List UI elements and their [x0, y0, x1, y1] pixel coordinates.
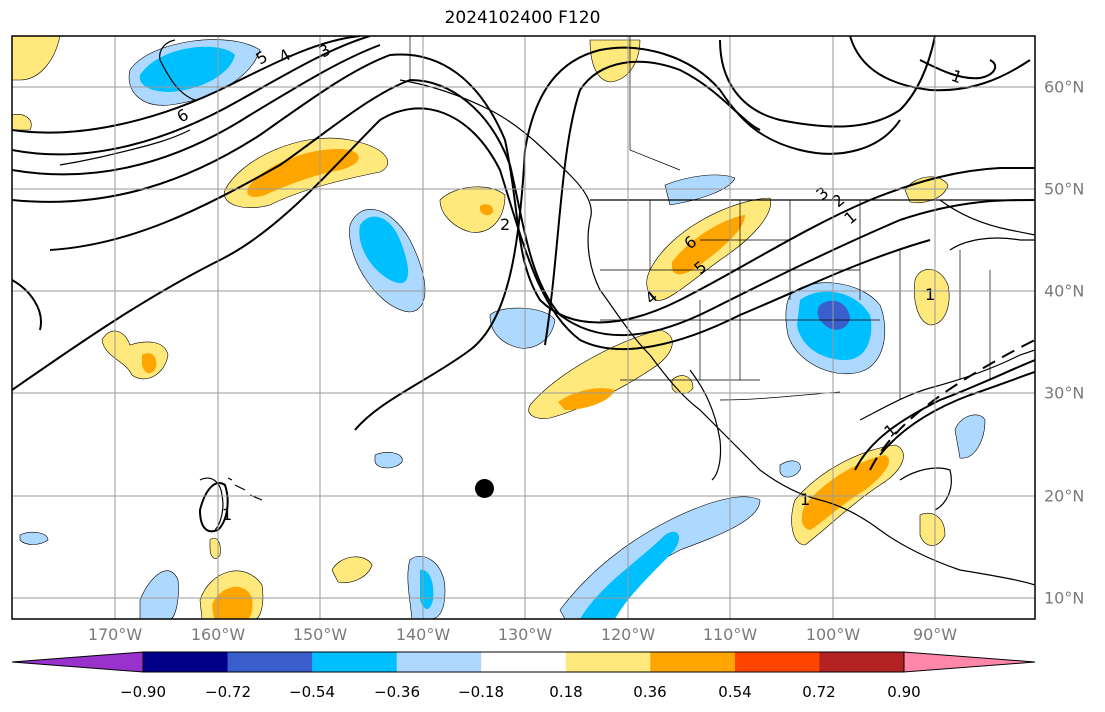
- lat-label: 30°N: [1044, 383, 1085, 403]
- colorbar-tick-label: −0.36: [374, 683, 420, 701]
- positive-anomaly-region: [247, 149, 359, 197]
- colorbar-segment: [481, 652, 567, 672]
- contour-label: 1: [925, 285, 935, 304]
- negative-anomaly-region: [580, 531, 680, 619]
- colorbar-tick-label: −0.72: [205, 683, 251, 701]
- positive-anomaly-region: [671, 215, 745, 275]
- colorbar-tick-label: −0.18: [458, 683, 504, 701]
- positive-anomaly-region: [558, 388, 615, 410]
- colorbar-tick-label: 0.54: [718, 683, 752, 701]
- colorbar-segment: [650, 652, 736, 672]
- positive-anomaly-region: [331, 556, 373, 583]
- colorbar-segments: [12, 652, 1035, 672]
- colorbar-segment: [12, 652, 143, 672]
- negative-anomaly-region: [817, 300, 850, 330]
- negative-anomaly-region: [374, 452, 403, 469]
- map-panel: 6 5 4 3 2 1 6 5 4 3 2 1 1 1 1 1: [11, 35, 1036, 620]
- lon-label: 90°W: [912, 625, 958, 644]
- lon-label: 170°W: [87, 625, 143, 644]
- colorbar-segment: [819, 652, 905, 672]
- positive-anomaly-region: [212, 586, 253, 619]
- contour-label: 1: [800, 490, 810, 509]
- map-frame: [11, 35, 1036, 620]
- colorbar-segment: [312, 652, 398, 672]
- negative-anomaly-region: [664, 174, 736, 206]
- positive-anomaly-region: [142, 353, 157, 374]
- negative-anomaly-region: [19, 531, 49, 545]
- negative-anomaly-region: [489, 307, 556, 349]
- lat-label: 40°N: [1044, 281, 1085, 301]
- lon-label: 140°W: [395, 625, 451, 644]
- positive-anomaly-region: [913, 269, 950, 326]
- positive-anomaly-region: [919, 512, 946, 546]
- colorbar: [11, 651, 1036, 673]
- positive-anomaly-region: [480, 204, 494, 216]
- contour-label: 1: [222, 505, 232, 524]
- anomaly-shading: [12, 36, 986, 619]
- lat-label: 60°N: [1044, 77, 1085, 97]
- lon-label: 110°W: [702, 625, 758, 644]
- lat-label: 10°N: [1044, 588, 1085, 608]
- positive-anomaly-region: [209, 537, 221, 559]
- positive-anomaly-region: [528, 329, 673, 419]
- colorbar-segment: [396, 652, 482, 672]
- colorbar-tick-label: 0.72: [802, 683, 836, 701]
- positive-anomaly-region: [12, 114, 32, 131]
- lat-label: 50°N: [1044, 179, 1085, 199]
- lon-label: 160°W: [190, 625, 246, 644]
- colorbar-segment: [565, 652, 651, 672]
- storm-center-marker: [475, 479, 494, 498]
- positive-anomaly-region: [671, 375, 694, 394]
- map-title: 2024102400 F120: [444, 8, 601, 28]
- colorbar-tick-label: −0.90: [120, 683, 166, 701]
- colorbar-tick-label: 0.36: [633, 683, 667, 701]
- negative-anomaly-region: [779, 460, 801, 478]
- positive-anomaly-region: [801, 455, 889, 530]
- negative-anomaly-region: [954, 414, 986, 459]
- lat-label: 20°N: [1044, 486, 1085, 506]
- colorbar-segment: [227, 652, 313, 672]
- positive-anomaly-region: [439, 186, 506, 233]
- contour-label: 2: [500, 215, 510, 234]
- negative-anomaly-region: [359, 216, 409, 284]
- colorbar-frame: [142, 651, 905, 673]
- gridlines: [12, 36, 1035, 619]
- dashed-contour: [869, 339, 1035, 471]
- positive-anomaly-region: [12, 36, 61, 81]
- lon-label: 120°W: [600, 625, 656, 644]
- lon-label: 100°W: [805, 625, 861, 644]
- colorbar-segment: [904, 652, 1035, 672]
- colorbar-tick-label: 0.90: [887, 683, 921, 701]
- colorbar-tick-label: 0.18: [549, 683, 583, 701]
- colorbar-tick-label: −0.54: [289, 683, 335, 701]
- height-contours: [12, 36, 1035, 533]
- lon-label: 150°W: [292, 625, 348, 644]
- lon-label: 130°W: [497, 625, 553, 644]
- colorbar-segment: [734, 652, 820, 672]
- coastlines: [59, 39, 1035, 586]
- negative-anomaly-region: [139, 46, 235, 92]
- colorbar-segment: [143, 652, 229, 672]
